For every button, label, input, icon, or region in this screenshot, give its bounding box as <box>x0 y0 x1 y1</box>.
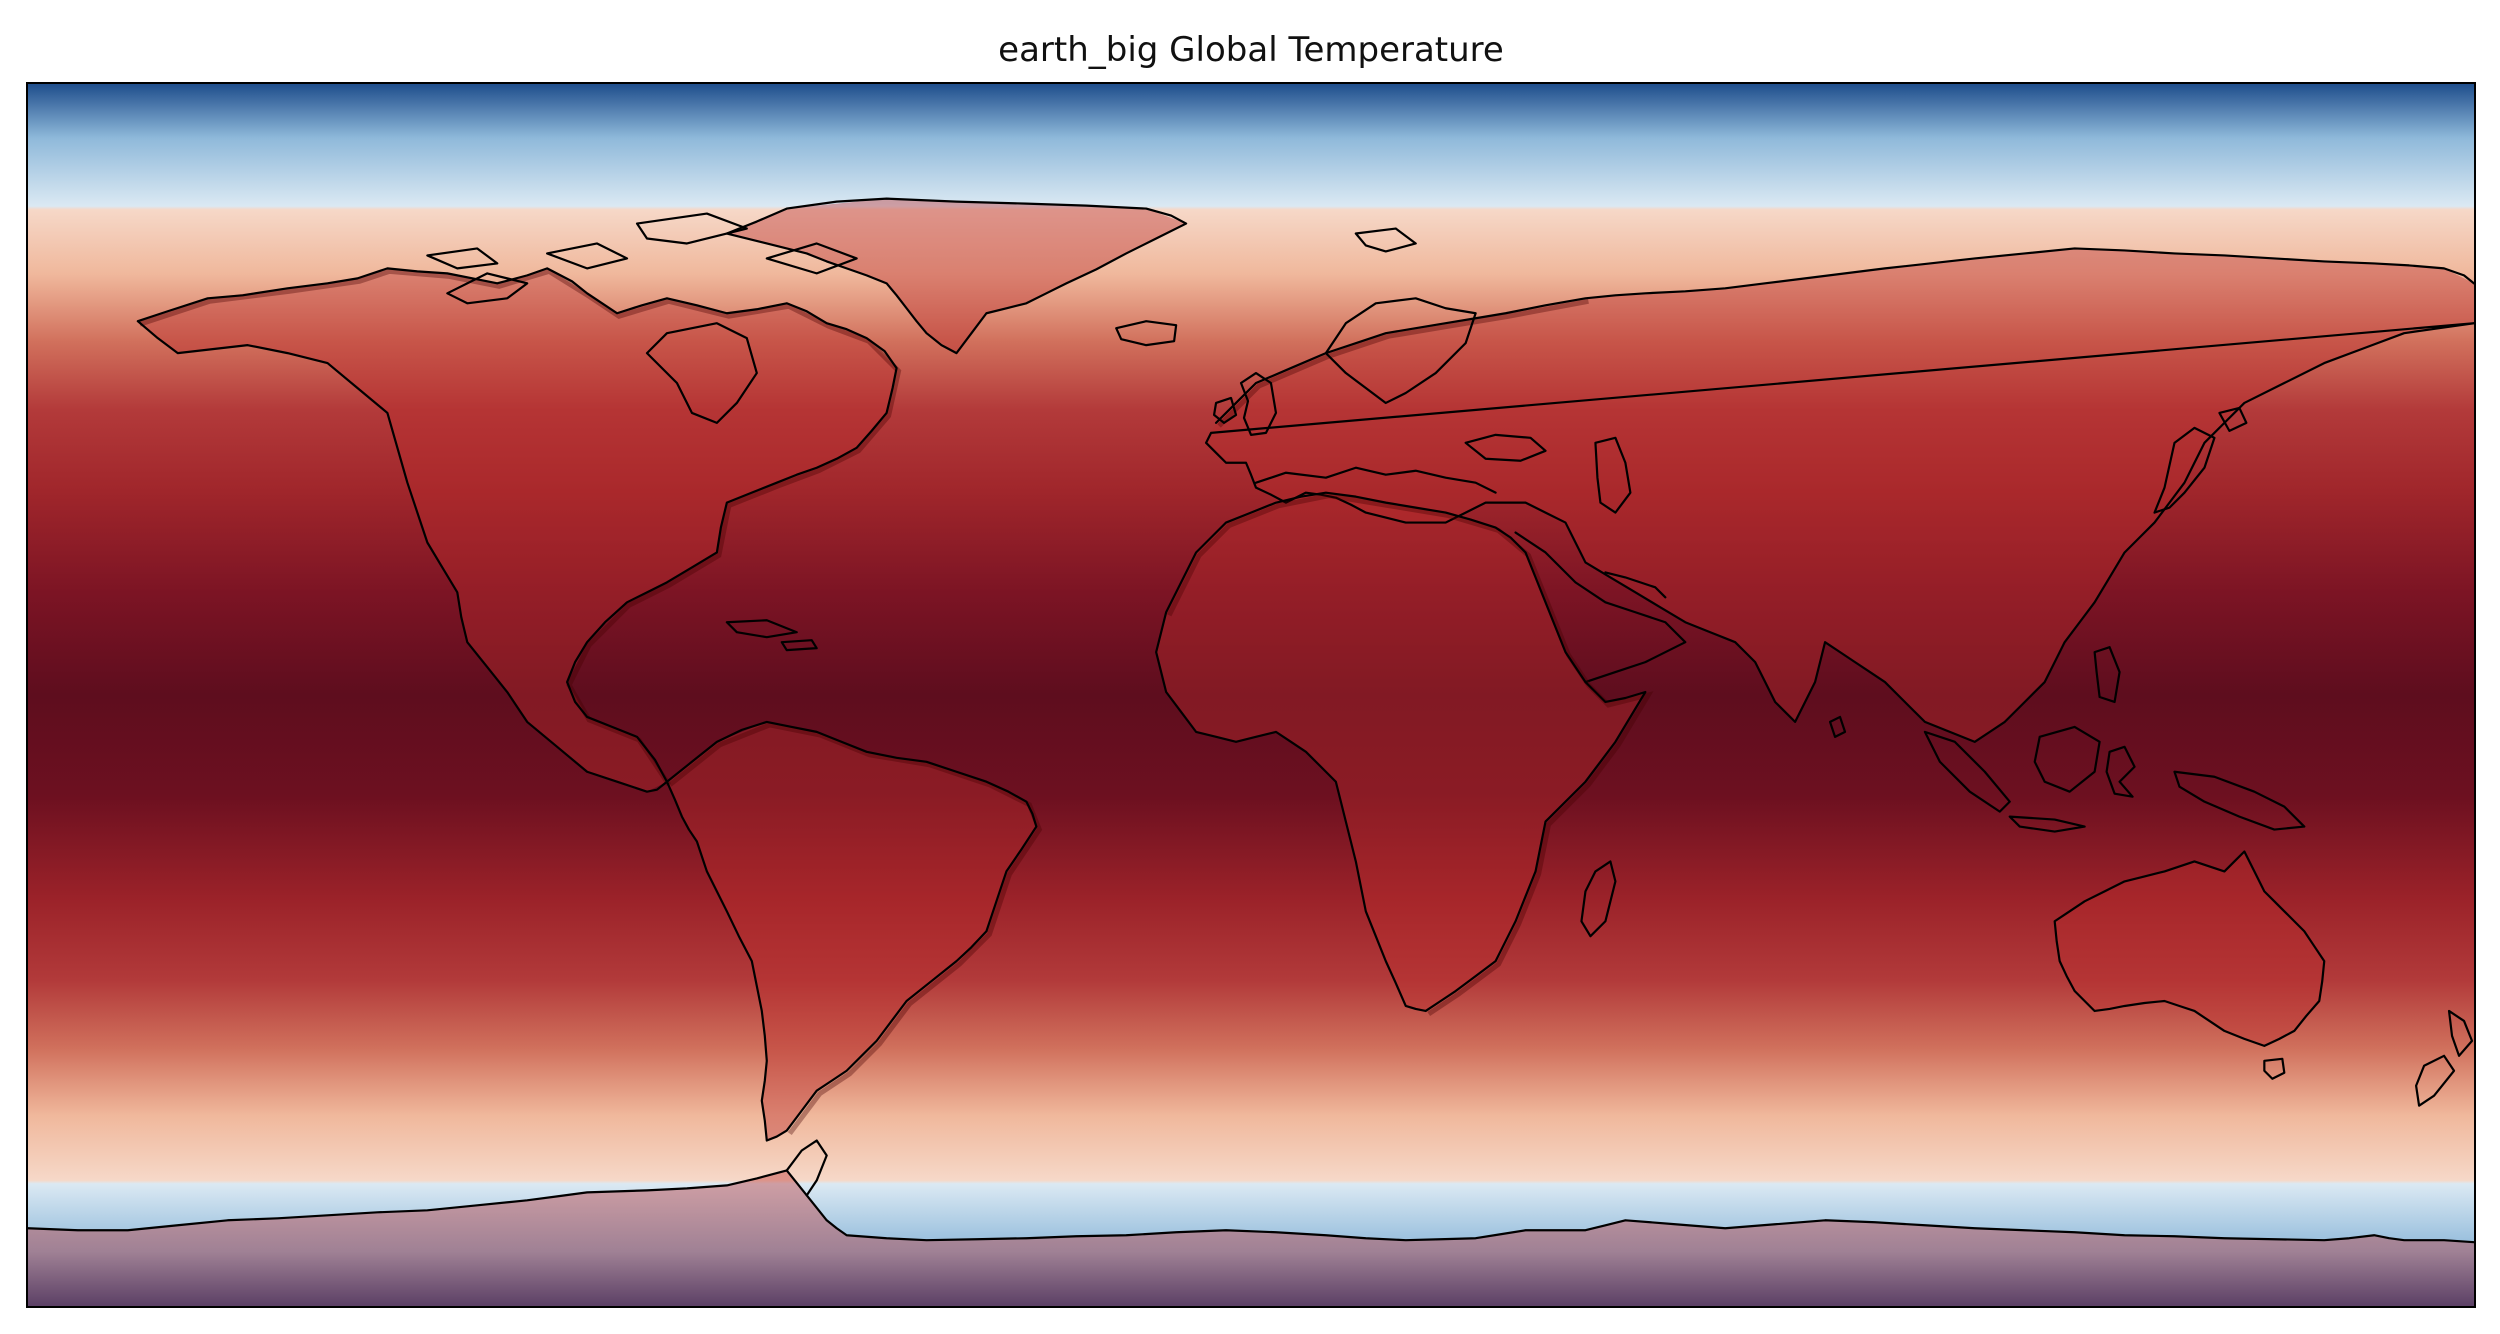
south-america-fill <box>666 721 1037 1141</box>
new-guinea-coastline <box>2173 770 2306 831</box>
black-sea-coastline <box>1464 433 1547 462</box>
north-america-coastline <box>136 267 898 793</box>
coastlines <box>28 197 2474 1244</box>
arctic-island-1 <box>446 272 529 305</box>
hudson-bay <box>645 322 758 424</box>
antarctica-fill <box>28 1170 2474 1306</box>
greenland-fill <box>726 198 1187 354</box>
arctic-island-5 <box>426 247 499 270</box>
chart-title: earth_big Global Temperature <box>998 30 1504 70</box>
africa-fill <box>1156 492 1646 1011</box>
map-axes <box>26 82 2476 1308</box>
hispaniola-coastline <box>780 639 818 652</box>
greenland-coastline <box>725 197 1188 355</box>
new-zealand-north-coastline <box>2447 1009 2474 1057</box>
antarctica-coastline <box>28 1169 2474 1244</box>
africa-coastline <box>1155 491 1647 1013</box>
south-america-coastline <box>665 720 1038 1142</box>
scandinavia-coastline <box>1324 297 1477 405</box>
java-coastline <box>2008 815 2086 833</box>
eurasia-fill <box>1206 248 2474 742</box>
temperature-map <box>28 84 2474 1306</box>
borneo-coastline <box>2033 725 2101 793</box>
eurasia-shadow <box>1217 298 1589 428</box>
temperature-field <box>28 84 2474 1306</box>
north-america-shadow <box>139 268 902 787</box>
persian-gulf-coastline <box>1604 571 1667 599</box>
cuba-coastline <box>725 619 798 639</box>
arctic-island-3 <box>635 212 748 245</box>
australia-coastline <box>2053 850 2326 1047</box>
arctic-island-2 <box>546 242 629 270</box>
caspian-sea-coastline <box>1594 436 1632 514</box>
mediterranean-coastline <box>1254 466 1497 494</box>
eurasia-coastline <box>1214 247 2474 424</box>
philippines-coastline <box>2093 646 2121 704</box>
madagascar-coastline <box>1580 860 1617 938</box>
svalbard-coastline <box>1354 227 1417 253</box>
landmass-shading <box>28 198 2474 1306</box>
hokkaido-coastline <box>2218 406 2248 432</box>
north-america-fill <box>137 268 897 792</box>
south-america-shadow <box>668 722 1043 1136</box>
iceland-coastline <box>1115 320 1178 347</box>
tasmania-coastline <box>2263 1057 2286 1080</box>
arabian-peninsula-coastline <box>1514 531 1687 684</box>
great-britain-coastline <box>1239 371 1278 436</box>
sulawesi-coastline <box>2105 745 2136 798</box>
new-zealand-south-coastline <box>2414 1054 2456 1107</box>
sri-lanka-coastline <box>1828 715 1847 738</box>
arctic-island-4 <box>765 242 858 275</box>
antarctic-peninsula <box>785 1139 828 1197</box>
ireland-coastline <box>1212 396 1238 424</box>
japan-coastline <box>2153 426 2216 514</box>
sumatra-coastline <box>1923 730 2011 813</box>
australia-fill <box>2054 851 2325 1046</box>
